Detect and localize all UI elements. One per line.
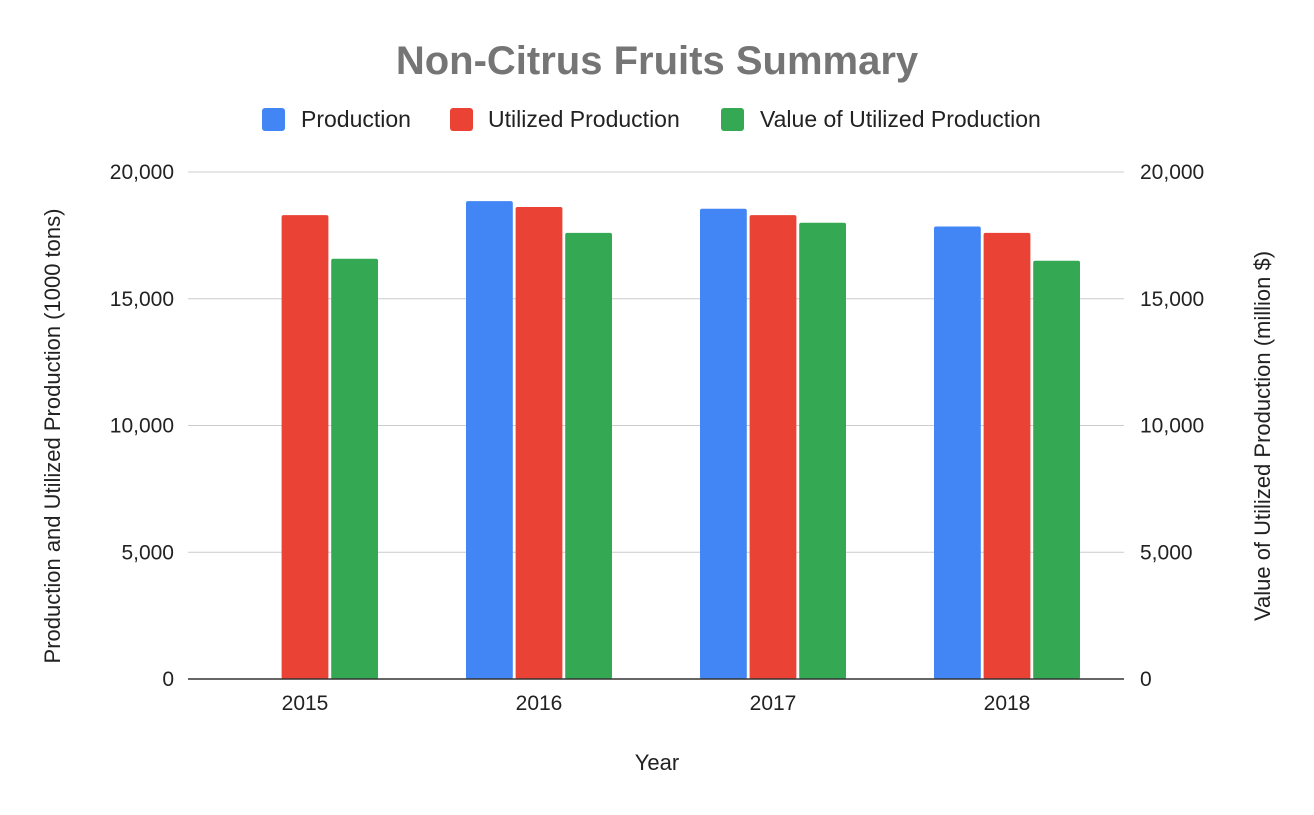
left-axis-tick-label: 0 [162, 668, 174, 691]
x-axis-tick-label: 2017 [750, 692, 797, 715]
bar-production-2018 [933, 226, 981, 679]
left-axis-ticks: 0 5,000 10,000 15,000 20,000 [110, 161, 174, 691]
left-axis-title: Production and Utilized Production (1000… [40, 209, 65, 664]
bar-utilized-production-2018 [983, 232, 1031, 679]
x-axis-tick-label: 2015 [282, 692, 329, 715]
bar-utilized-production-2016 [515, 206, 563, 680]
bar-value-of-utilized-production-2016 [565, 232, 613, 679]
bar-production-2017 [699, 208, 747, 679]
left-axis-tick-label: 15,000 [110, 288, 174, 311]
x-axis-title: Year [635, 750, 679, 775]
legend-swatch-production [262, 108, 285, 131]
chart-title: Non-Citrus Fruits Summary [396, 39, 919, 83]
bar-value-of-utilized-production-2018 [1033, 260, 1081, 679]
left-axis-tick-label: 20,000 [110, 161, 174, 184]
bars [281, 201, 1081, 680]
left-axis-tick-label: 10,000 [110, 415, 174, 438]
bar-production-2016 [465, 201, 513, 679]
right-axis-tick-label: 5,000 [1140, 541, 1193, 564]
legend-swatch-utilized-production [450, 108, 473, 131]
right-axis-title: Value of Utilized Production (million $) [1250, 251, 1275, 621]
right-axis-tick-label: 20,000 [1140, 161, 1204, 184]
x-axis-tick-label: 2018 [984, 692, 1031, 715]
x-axis-ticks: 2015 2016 2017 2018 [282, 692, 1031, 715]
left-axis-tick-label: 5,000 [121, 541, 174, 564]
bar-value-of-utilized-production-2015 [331, 258, 379, 679]
bar-utilized-production-2015 [281, 215, 329, 679]
legend-label-utilized-production: Utilized Production [488, 106, 680, 132]
x-axis-tick-label: 2016 [516, 692, 563, 715]
right-axis-tick-label: 10,000 [1140, 415, 1204, 438]
legend-swatch-value-of-utilized-production [721, 108, 744, 131]
right-axis-ticks: 0 5,000 10,000 15,000 20,000 [1140, 161, 1204, 691]
legend-label-value-of-utilized-production: Value of Utilized Production [760, 106, 1041, 132]
right-axis-tick-label: 15,000 [1140, 288, 1204, 311]
right-axis-tick-label: 0 [1140, 668, 1152, 691]
legend: Production Utilized Production Value of … [262, 106, 1041, 132]
legend-label-production: Production [301, 106, 411, 132]
bar-utilized-production-2017 [749, 215, 797, 679]
bar-value-of-utilized-production-2017 [799, 222, 847, 679]
